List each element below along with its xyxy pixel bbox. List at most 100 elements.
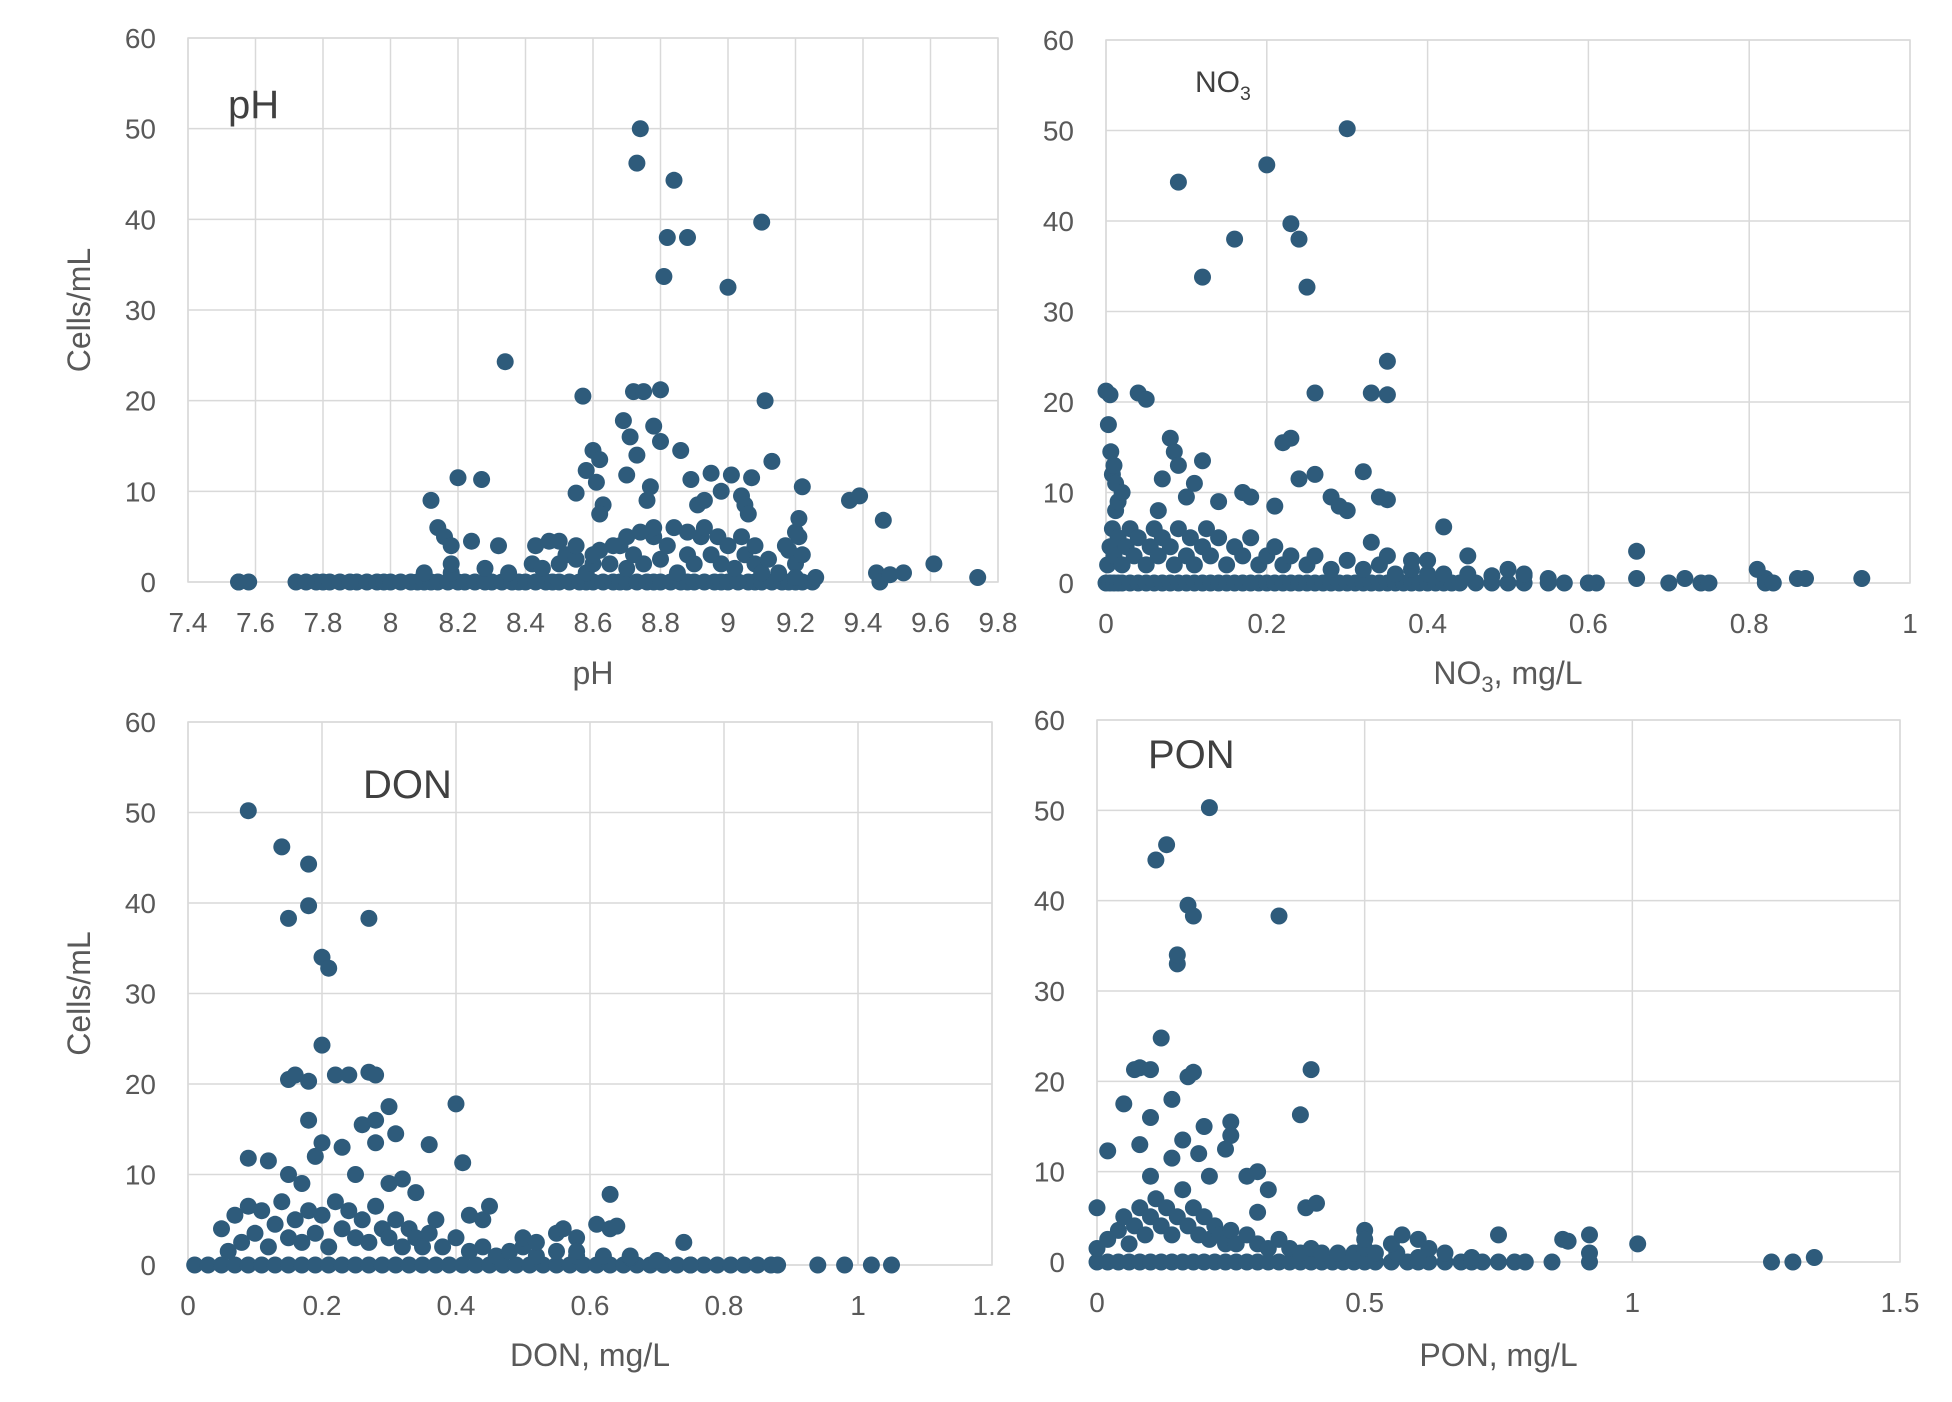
data-point — [306, 1147, 324, 1165]
data-point — [380, 1098, 398, 1116]
data-point — [333, 1220, 351, 1238]
data-point — [239, 1197, 257, 1215]
data-point — [1226, 230, 1244, 248]
data-point — [1234, 547, 1252, 565]
data-point — [645, 417, 663, 435]
data-point — [259, 1152, 277, 1170]
data-point — [1378, 352, 1396, 370]
data-point — [635, 383, 653, 401]
data-point — [1102, 443, 1120, 461]
data-point — [514, 1229, 532, 1247]
data-point — [793, 546, 811, 564]
data-point — [1147, 851, 1165, 869]
x-tick-label: 1 — [1625, 1287, 1641, 1318]
data-point — [679, 229, 696, 246]
data-point — [1184, 1063, 1202, 1081]
data-point — [1329, 1244, 1347, 1262]
data-point — [422, 491, 440, 509]
y-tick-label: 50 — [125, 114, 156, 145]
data-point — [1435, 565, 1453, 583]
y-tick-label: 60 — [1043, 25, 1074, 56]
data-point — [1101, 386, 1119, 404]
y-tick-label: 0 — [140, 1250, 156, 1281]
data-point — [604, 537, 622, 555]
data-point — [1306, 547, 1324, 565]
data-point — [353, 1211, 371, 1229]
data-point — [763, 452, 781, 470]
data-point — [631, 523, 649, 541]
data-point — [675, 1233, 693, 1251]
data-point — [1700, 574, 1718, 592]
data-point — [1419, 565, 1437, 583]
data-point — [1459, 547, 1477, 565]
data-point — [574, 387, 592, 405]
data-point — [1366, 1244, 1384, 1262]
data-point — [527, 1233, 545, 1251]
data-point — [1362, 533, 1380, 551]
data-point — [1463, 1249, 1481, 1266]
data-point — [1559, 1232, 1577, 1250]
data-point — [668, 564, 686, 582]
data-point — [969, 569, 987, 586]
data-point — [347, 1256, 364, 1274]
data-point — [1338, 120, 1356, 138]
data-point — [293, 1256, 311, 1274]
data-point — [360, 1256, 378, 1274]
data-point — [1169, 173, 1187, 191]
data-point — [213, 1220, 230, 1238]
data-point — [1136, 1226, 1154, 1244]
data-point — [709, 528, 727, 546]
data-point — [1168, 946, 1186, 964]
data-point — [1088, 1199, 1106, 1217]
data-point — [769, 1256, 787, 1274]
data-point — [400, 1256, 418, 1274]
data-point — [1161, 429, 1179, 447]
data-point — [496, 353, 514, 371]
y-tick-label: 50 — [125, 798, 156, 829]
data-point — [1161, 538, 1179, 556]
x-tick-label: 0.6 — [1569, 608, 1608, 639]
x-tick-label: 1.2 — [973, 1290, 1012, 1321]
data-point — [1282, 215, 1300, 233]
data-point — [770, 564, 788, 582]
data-point — [442, 555, 460, 573]
x-tick-label: 8 — [383, 607, 399, 638]
data-point — [273, 838, 291, 856]
x-tick-label: 7.8 — [304, 607, 343, 638]
data-point — [790, 510, 808, 527]
panel-label: pH — [228, 83, 279, 127]
data-point — [614, 412, 632, 430]
y-tick-label: 0 — [140, 567, 156, 598]
data-point — [658, 229, 676, 246]
data-point — [1142, 1109, 1159, 1126]
data-point — [1249, 1203, 1267, 1221]
data-point — [567, 550, 585, 568]
y-tick-label: 60 — [125, 707, 156, 738]
data-point — [367, 1197, 385, 1215]
y-tick-label: 20 — [125, 1069, 156, 1100]
data-point — [726, 559, 744, 577]
y-tick-label: 30 — [1043, 297, 1074, 328]
data-point — [360, 1233, 378, 1251]
data-point — [1763, 1253, 1780, 1271]
data-point — [1270, 907, 1288, 925]
data-point — [239, 802, 257, 820]
data-point — [293, 1233, 311, 1251]
data-point — [300, 1072, 318, 1090]
data-point — [280, 1256, 297, 1274]
data-point — [1242, 488, 1260, 506]
data-point — [1313, 1244, 1331, 1262]
data-point — [1298, 278, 1316, 296]
x-axis-title-rest: , mg/L — [1494, 655, 1583, 691]
data-point — [454, 1256, 472, 1274]
data-point — [226, 1256, 244, 1274]
data-point — [618, 559, 636, 577]
y-tick-label: 10 — [125, 1160, 156, 1191]
y-tick-label: 10 — [1034, 1157, 1065, 1188]
data-point — [591, 505, 609, 523]
data-point — [1378, 491, 1396, 509]
data-point — [550, 532, 568, 550]
data-point — [793, 478, 811, 496]
data-point — [1539, 570, 1557, 587]
